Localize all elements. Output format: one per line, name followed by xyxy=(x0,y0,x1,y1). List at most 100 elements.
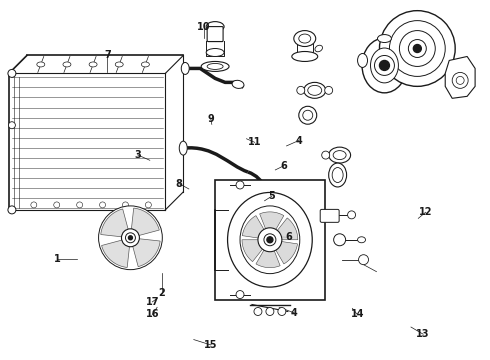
Circle shape xyxy=(122,202,128,208)
Text: 8: 8 xyxy=(176,179,183,189)
Text: 11: 11 xyxy=(248,138,262,147)
Text: 9: 9 xyxy=(207,114,214,124)
Ellipse shape xyxy=(201,62,229,71)
Polygon shape xyxy=(445,57,475,98)
Circle shape xyxy=(236,181,244,189)
Ellipse shape xyxy=(115,62,123,67)
Circle shape xyxy=(31,202,37,208)
Circle shape xyxy=(8,122,15,129)
Circle shape xyxy=(374,55,394,75)
Text: 4: 4 xyxy=(291,308,297,318)
Text: 5: 5 xyxy=(269,191,275,201)
Circle shape xyxy=(76,202,83,208)
Ellipse shape xyxy=(179,141,187,155)
FancyBboxPatch shape xyxy=(320,210,339,222)
Ellipse shape xyxy=(333,150,346,159)
Circle shape xyxy=(99,202,105,208)
Circle shape xyxy=(128,236,132,240)
Circle shape xyxy=(54,202,60,208)
Text: 2: 2 xyxy=(159,288,166,298)
Ellipse shape xyxy=(292,51,318,62)
Ellipse shape xyxy=(227,193,312,287)
Circle shape xyxy=(8,206,16,214)
Ellipse shape xyxy=(294,31,316,46)
Polygon shape xyxy=(215,180,325,300)
Text: 10: 10 xyxy=(197,22,210,32)
Text: 1: 1 xyxy=(54,254,60,264)
Circle shape xyxy=(322,151,330,159)
Circle shape xyxy=(236,291,244,298)
Circle shape xyxy=(303,110,313,120)
Circle shape xyxy=(390,21,445,76)
Text: 4: 4 xyxy=(295,136,302,145)
Ellipse shape xyxy=(37,62,45,67)
Text: 17: 17 xyxy=(146,297,159,307)
Text: 6: 6 xyxy=(286,232,293,242)
Circle shape xyxy=(258,228,282,252)
Ellipse shape xyxy=(358,54,368,67)
Text: 14: 14 xyxy=(350,310,364,319)
Ellipse shape xyxy=(329,163,346,187)
Text: 12: 12 xyxy=(419,207,432,217)
FancyBboxPatch shape xyxy=(207,27,223,41)
Text: 16: 16 xyxy=(146,310,159,319)
Circle shape xyxy=(297,86,305,94)
Polygon shape xyxy=(275,218,298,240)
Circle shape xyxy=(347,211,356,219)
Polygon shape xyxy=(274,241,297,264)
Ellipse shape xyxy=(358,237,366,243)
Ellipse shape xyxy=(377,35,392,42)
Ellipse shape xyxy=(264,206,272,220)
Polygon shape xyxy=(243,216,266,239)
Circle shape xyxy=(408,40,426,58)
Polygon shape xyxy=(256,247,280,268)
Text: 3: 3 xyxy=(134,150,141,160)
Ellipse shape xyxy=(332,167,343,183)
Circle shape xyxy=(456,76,464,84)
Circle shape xyxy=(379,60,390,71)
Ellipse shape xyxy=(142,62,149,67)
Polygon shape xyxy=(131,208,159,236)
Circle shape xyxy=(8,69,16,77)
Ellipse shape xyxy=(315,45,322,52)
Circle shape xyxy=(122,229,140,247)
Polygon shape xyxy=(242,240,265,262)
Ellipse shape xyxy=(362,38,407,93)
Text: 13: 13 xyxy=(416,329,430,339)
Ellipse shape xyxy=(206,22,224,32)
Text: 7: 7 xyxy=(104,50,111,60)
Polygon shape xyxy=(260,212,284,233)
Ellipse shape xyxy=(240,206,300,274)
Circle shape xyxy=(414,45,421,53)
Circle shape xyxy=(359,255,368,265)
Ellipse shape xyxy=(89,62,97,67)
Ellipse shape xyxy=(206,49,224,57)
Polygon shape xyxy=(101,240,129,267)
Ellipse shape xyxy=(370,48,398,83)
Circle shape xyxy=(146,202,151,208)
Ellipse shape xyxy=(304,82,326,98)
Ellipse shape xyxy=(207,63,223,69)
Circle shape xyxy=(267,237,273,243)
Circle shape xyxy=(264,234,276,246)
Circle shape xyxy=(266,307,274,315)
Polygon shape xyxy=(101,209,128,237)
Circle shape xyxy=(452,72,468,88)
Circle shape xyxy=(379,11,455,86)
Circle shape xyxy=(98,206,162,270)
Text: 15: 15 xyxy=(204,340,218,350)
Ellipse shape xyxy=(63,62,71,67)
Ellipse shape xyxy=(329,147,350,163)
Circle shape xyxy=(278,307,286,315)
Polygon shape xyxy=(132,239,160,267)
Circle shape xyxy=(325,86,333,94)
Ellipse shape xyxy=(181,62,189,75)
Ellipse shape xyxy=(299,34,311,43)
Circle shape xyxy=(299,106,317,124)
Circle shape xyxy=(399,31,435,67)
Ellipse shape xyxy=(232,80,244,89)
Ellipse shape xyxy=(308,85,322,95)
Text: 6: 6 xyxy=(281,161,288,171)
Circle shape xyxy=(334,234,345,246)
Circle shape xyxy=(125,233,135,243)
